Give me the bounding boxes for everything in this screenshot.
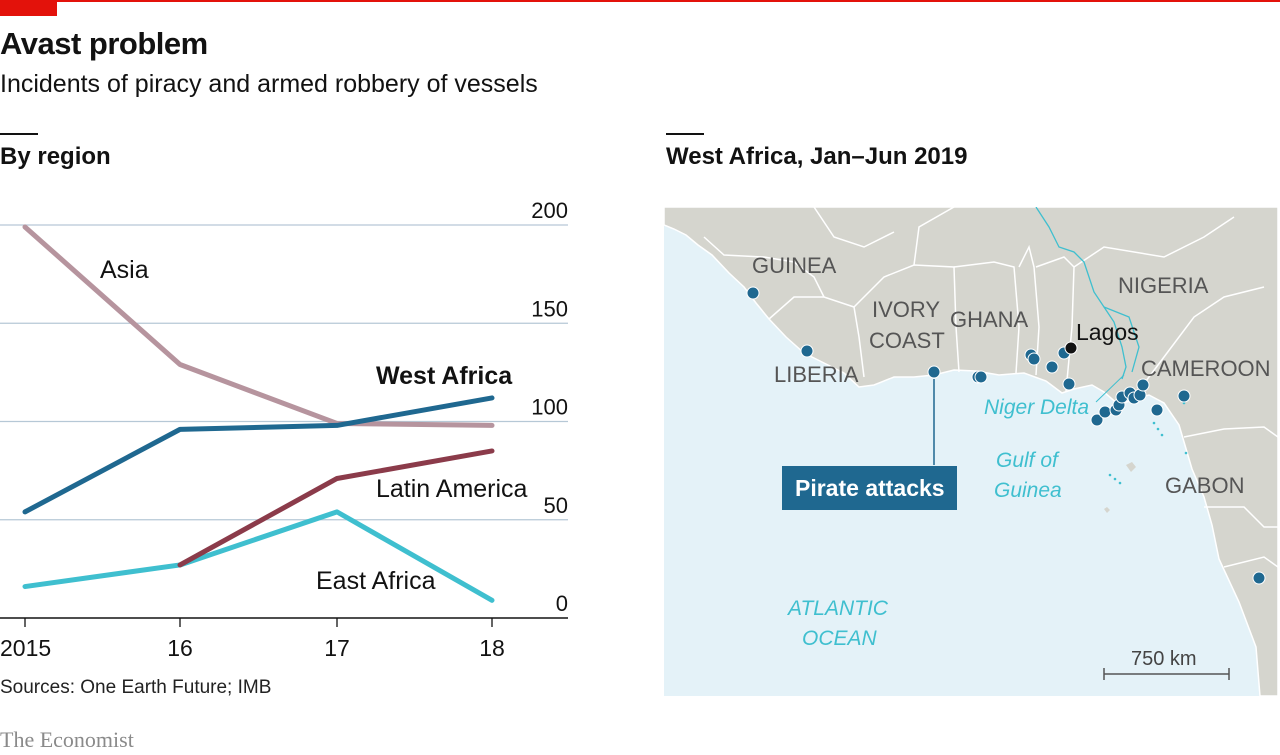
chart-subtitle: Incidents of piracy and armed robbery of… (0, 70, 538, 98)
label-lagos: Lagos (1076, 319, 1139, 345)
attack-dot (1177, 389, 1191, 403)
attack-dots (746, 286, 1266, 585)
right-panel-rule (666, 133, 704, 135)
brand-logo: The Economist (0, 727, 134, 752)
x-tick-label: 18 (479, 635, 505, 661)
series-label-east-africa: East Africa (316, 567, 436, 595)
series-line-latin-america (177, 448, 495, 568)
series-line-asia (22, 224, 495, 428)
label-gulf-2: Guinea (994, 479, 1062, 502)
chart-title: Avast problem (0, 26, 208, 61)
x-tick-label: 16 (167, 635, 193, 661)
island-bioko (1126, 462, 1136, 472)
label-ivory-coast-1: IVORY (872, 297, 940, 322)
series-line-east-africa (22, 509, 495, 603)
grid-lines (0, 224, 568, 627)
right-panel-heading: West Africa, Jan–Jun 2019 (666, 143, 968, 170)
source-note: Sources: One Earth Future; IMB (0, 677, 272, 698)
rivers (1035, 207, 1140, 380)
attack-dot (1252, 571, 1266, 585)
x-tick-label: 2015 (0, 635, 51, 661)
label-ocean: OCEAN (802, 627, 878, 650)
y-tick-label: 0 (556, 591, 568, 616)
attack-dot (1098, 405, 1112, 419)
label-gabon: GABON (1165, 473, 1244, 498)
label-nigeria: NIGERIA (1118, 273, 1209, 298)
brand-tab (0, 0, 57, 16)
attack-dot (1062, 377, 1076, 391)
label-niger-delta: Niger Delta (984, 396, 1089, 419)
attack-dot (1090, 413, 1104, 427)
west-africa-map: GUINEA LIBERIA IVORY COAST GHANA NIGERIA… (664, 207, 1278, 696)
left-panel-rule (0, 133, 38, 135)
label-liberia: LIBERIA (774, 362, 859, 387)
x-tick-label: 17 (324, 635, 350, 661)
y-tick-label: 100 (531, 395, 568, 420)
labels: 0 50 100 150 200 2015 16 17 18 Asia West Africa Lat… (0, 198, 568, 661)
label-ghana: GHANA (950, 307, 1029, 332)
series-label-west-africa: West Africa (376, 362, 513, 390)
scale-bar (1103, 668, 1230, 680)
label-gulf-1: Gulf of (996, 449, 1060, 472)
label-cameroon: CAMEROON (1141, 356, 1271, 381)
y-tick-label: 150 (531, 296, 568, 321)
series-label-latin-america: Latin America (376, 475, 528, 503)
y-tick-label: 50 (544, 493, 568, 518)
series-label-asia: Asia (100, 256, 149, 284)
attack-dot (1045, 360, 1059, 374)
attack-dot (800, 344, 814, 358)
delta-pointer (1095, 374, 1125, 403)
line-chart: 0 50 100 150 200 2015 16 17 18 Asia West Africa Lat… (0, 198, 568, 661)
attack-dot (974, 370, 988, 384)
attack-dot (1136, 378, 1150, 392)
label-atlantic: ATLANTIC (786, 597, 889, 620)
legend-box (782, 466, 957, 510)
legend-label: Pirate attacks (795, 475, 945, 501)
attack-dot (1027, 352, 1041, 366)
y-tick-label: 200 (531, 198, 568, 223)
island-sao-tome (1104, 507, 1110, 513)
left-panel-heading: By region (0, 143, 111, 170)
land-mass (664, 207, 1278, 696)
scale-label: 750 km (1131, 648, 1197, 670)
series-line-west-africa (22, 395, 495, 515)
label-ivory-coast-2: COAST (869, 328, 945, 353)
attack-dot (1150, 403, 1164, 417)
lagos-dot (1064, 341, 1078, 355)
country-labels: GUINEA LIBERIA IVORY COAST GHANA NIGERIA… (752, 253, 1271, 498)
series-lines (22, 224, 495, 603)
top-rule (0, 0, 1280, 2)
attack-dot (746, 286, 760, 300)
attack-dot (927, 365, 941, 379)
label-guinea: GUINEA (752, 253, 837, 278)
